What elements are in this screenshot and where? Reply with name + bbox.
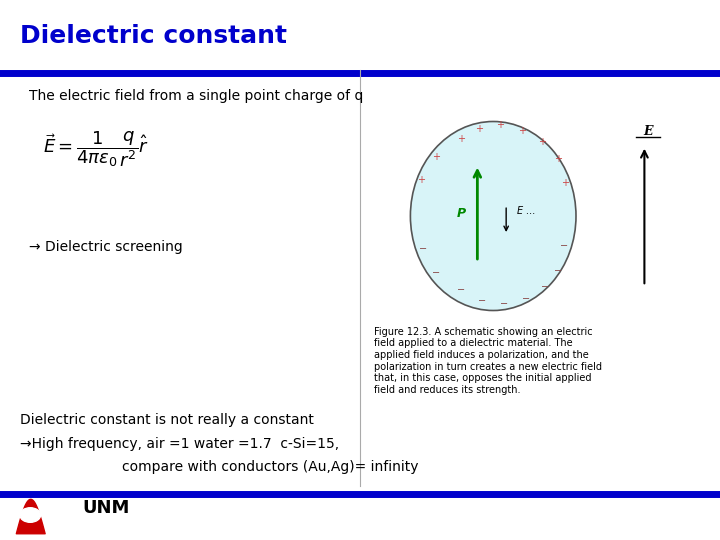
Text: +: +	[417, 175, 426, 185]
Text: E ...: E ...	[517, 206, 536, 215]
Text: $\vec{E} = \dfrac{1}{4\pi\varepsilon_0}\dfrac{q}{r^2}\hat{r}$: $\vec{E} = \dfrac{1}{4\pi\varepsilon_0}\…	[43, 130, 149, 170]
Ellipse shape	[410, 122, 576, 310]
Text: → Dielectric screening: → Dielectric screening	[29, 240, 183, 254]
Text: −: −	[541, 282, 549, 292]
Text: +: +	[538, 137, 546, 147]
Text: +: +	[554, 154, 562, 164]
Text: compare with conductors (Au,Ag)= infinity: compare with conductors (Au,Ag)= infinit…	[122, 460, 419, 474]
Text: +: +	[456, 133, 465, 144]
Text: −: −	[521, 294, 530, 304]
Text: The electric field from a single point charge of q: The electric field from a single point c…	[29, 89, 363, 103]
Text: Dielectric constant: Dielectric constant	[20, 24, 287, 48]
Text: Dielectric constant is not really a constant: Dielectric constant is not really a cons…	[20, 413, 314, 427]
Text: +: +	[561, 178, 570, 188]
Text: −: −	[456, 285, 465, 295]
Text: P: P	[456, 207, 465, 220]
Text: −: −	[559, 241, 568, 251]
Text: −: −	[500, 299, 508, 309]
Circle shape	[20, 508, 40, 522]
Text: +: +	[496, 120, 505, 130]
Text: Figure 12.3. A schematic showing an electric
field applied to a dielectric mater: Figure 12.3. A schematic showing an elec…	[374, 327, 603, 395]
Text: →High frequency, air =1 water =1.7  c-Si=15,: →High frequency, air =1 water =1.7 c-Si=…	[20, 437, 339, 451]
Text: −: −	[478, 296, 487, 306]
Text: E: E	[643, 125, 653, 138]
Text: UNM: UNM	[83, 498, 130, 517]
Text: −: −	[418, 244, 427, 254]
Text: +: +	[431, 152, 440, 163]
Text: +: +	[518, 126, 526, 136]
Text: −: −	[554, 266, 562, 276]
Text: −: −	[431, 268, 440, 278]
Text: +: +	[474, 124, 483, 134]
